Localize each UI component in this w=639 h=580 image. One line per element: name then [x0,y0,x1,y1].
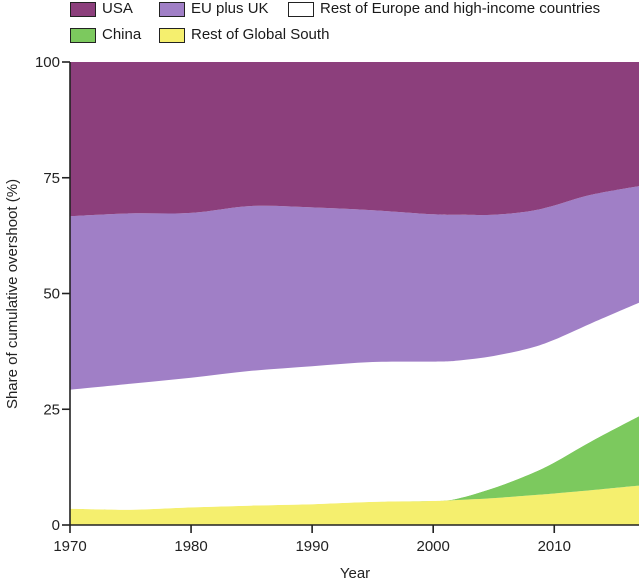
legend-label-global-south: Rest of Global South [191,26,330,43]
y-tick-label: 100 [35,54,60,71]
area-rest-of-europe-and-high-income-countries [70,302,639,510]
y-tick-label: 0 [52,517,60,534]
legend-swatch-usa [70,1,96,17]
area-eu-plus-uk [70,186,639,390]
x-tick-label: 1970 [53,538,86,555]
legend-item-eu: EU plus UK [159,0,269,18]
legend-item-rest-europe: Rest of Europe and high-income countries [288,0,600,18]
x-tick-label: 1990 [295,538,328,555]
legend-swatch-china [70,27,96,43]
x-axis-title: Year [340,565,370,580]
legend-swatch-eu [159,1,185,17]
legend-label-usa: USA [102,0,133,17]
legend-label-rest-europe: Rest of Europe and high-income countries [320,0,601,17]
x-tick-label: 2000 [417,538,450,555]
x-tick-label: 1980 [174,538,207,555]
y-tick-label: 50 [43,286,60,303]
y-tick-label: 25 [43,401,60,418]
y-tick-label: 75 [43,170,60,187]
area-usa [70,62,639,217]
legend-swatch-rest-europe [288,1,314,17]
x-tick-label: 2010 [538,538,571,555]
axes: 0 25 50 75 100 1970 1980 1990 2000 2010 [35,54,639,555]
legend-swatch-global-south [159,27,185,43]
legend-label-china: China [102,26,142,43]
y-axis-title: Share of cumulative overshoot (%) [4,179,21,409]
legend-item-global-south: Rest of Global South [159,26,329,44]
legend-item-usa: USA [70,0,133,18]
area-rest-of-global-south [70,485,639,525]
area-layers [70,62,639,525]
legend-label-eu: EU plus UK [191,0,269,17]
chart-legend: USA EU plus UK Rest of Europe and high-i… [70,0,639,50]
legend-item-china: China [70,26,141,44]
